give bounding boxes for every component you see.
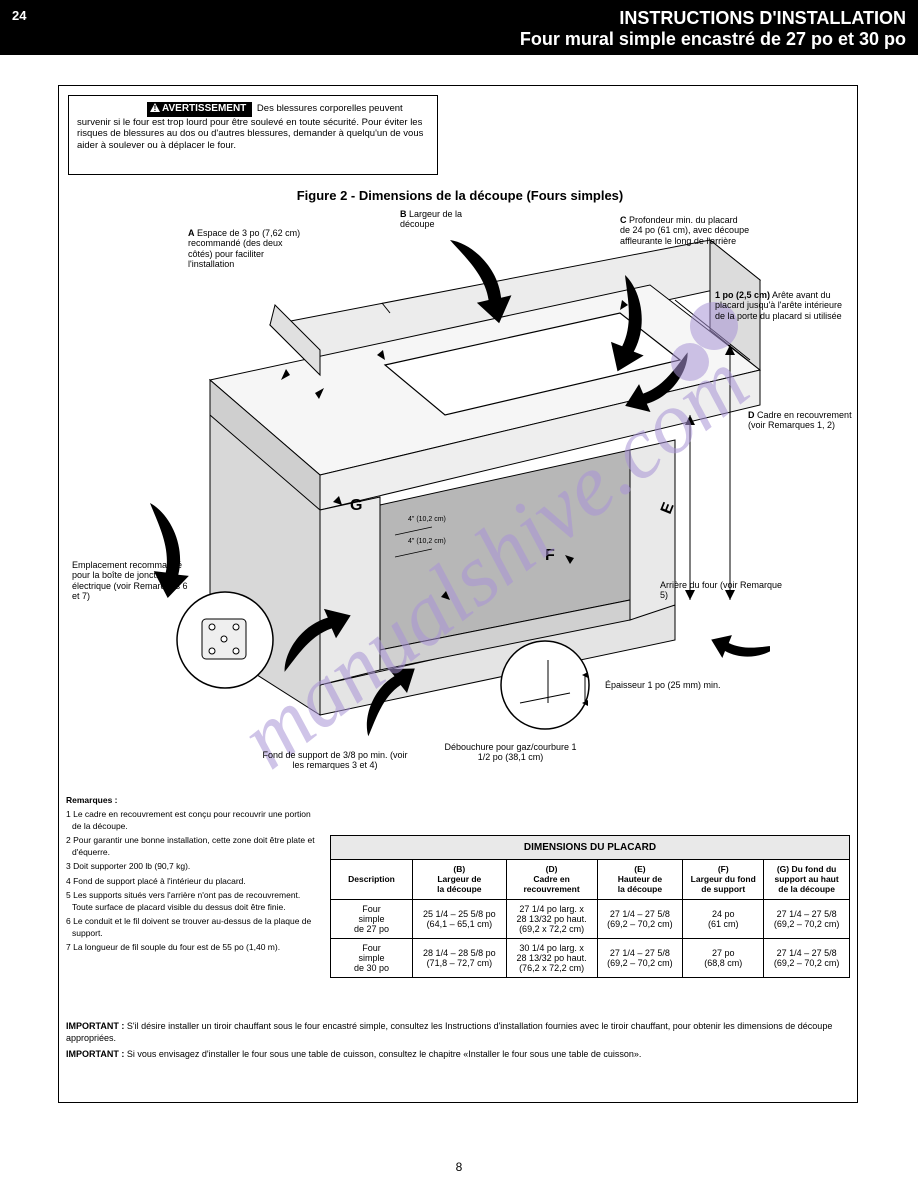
warning-badge-text: AVERTISSEMENT bbox=[162, 103, 246, 114]
callout-four-arriere-text: Arrière du four (voir Remarque 5) bbox=[660, 580, 782, 600]
dim-1po: 1 po (2,5 cm) bbox=[715, 290, 770, 300]
footer-notes: IMPORTANT : S'il désire installer un tir… bbox=[66, 1020, 846, 1064]
col-desc: Description bbox=[331, 860, 413, 900]
callout-support-floor-text: Fond de support de 3/8 po min. (voir les… bbox=[262, 750, 407, 770]
dim-C: C bbox=[620, 215, 627, 225]
callout-gauge: Épaisseur 1 po (25 mm) min. bbox=[605, 680, 735, 690]
callout-gas-knockout: Débouchure pour gaz/courbure 1 1/2 po (3… bbox=[438, 742, 583, 763]
warning-badge: ! AVERTISSEMENT bbox=[147, 102, 252, 117]
svg-text:F: F bbox=[545, 547, 555, 564]
cell: 27 po (68,8 cm) bbox=[683, 938, 764, 977]
dim-D-text: Cadre en recouvrement (voir Remarques 1,… bbox=[748, 410, 852, 430]
callout-elec-box-text: Emplacement recommandé pour la boîte de … bbox=[72, 560, 188, 601]
cell: Four simple de 30 po bbox=[331, 938, 413, 977]
callout-A: A Espace de 3 po (7,62 cm) recommandé (d… bbox=[188, 228, 308, 269]
cutout-diagram-svg: E G F bbox=[150, 205, 770, 740]
warning-box: !AVERTISSEMENT Des blessures corporelles… bbox=[68, 95, 438, 175]
page-label: 24 bbox=[12, 8, 26, 23]
callout-D: D Cadre en recouvrement (voir Remarques … bbox=[748, 410, 853, 431]
cell: 27 1/4 – 27 5/8 (69,2 – 70,2 cm) bbox=[597, 938, 683, 977]
table-row: Four simple de 30 po 28 1/4 – 28 5/8 po … bbox=[331, 938, 850, 977]
dim-A: A bbox=[188, 228, 195, 238]
header-bar: 24 INSTRUCTIONS D'INSTALLATION Four mura… bbox=[0, 0, 918, 55]
warning-triangle-icon: ! bbox=[150, 103, 160, 112]
cell: 27 1/4 – 27 5/8 (69,2 – 70,2 cm) bbox=[597, 899, 683, 938]
diagram: E G F bbox=[150, 205, 770, 740]
dim-C-text: Profondeur min. du placard de 24 po (61 … bbox=[620, 215, 749, 246]
callout-C: C Profondeur min. du placard de 24 po (6… bbox=[620, 215, 750, 246]
callout-4b: 4" (10,2 cm) bbox=[408, 538, 446, 546]
note-3: 3 Doit supporter 200 lb (90,7 kg). bbox=[66, 861, 316, 872]
dim-A-text: Espace de 3 po (7,62 cm) recommandé (des… bbox=[188, 228, 300, 269]
dim-D: D bbox=[748, 410, 755, 420]
dim-B: B bbox=[400, 209, 407, 219]
callout-B: B Largeur de la découpe bbox=[400, 209, 490, 230]
header-title-2: Four mural simple encastré de 27 po et 3… bbox=[520, 29, 906, 49]
col-F: (F) Largeur du fond de support bbox=[683, 860, 764, 900]
cell: 27 1/4 po larg. x 28 13/32 po haut. (69,… bbox=[506, 899, 597, 938]
dim-B-text: Largeur de la découpe bbox=[400, 209, 462, 229]
callout-support-floor: Fond de support de 3/8 po min. (voir les… bbox=[260, 750, 410, 771]
header-title-1: INSTRUCTIONS D'INSTALLATION bbox=[619, 8, 906, 28]
cell: 25 1/4 – 25 5/8 po (64,1 – 65,1 cm) bbox=[413, 899, 507, 938]
callout-elec-box: Emplacement recommandé pour la boîte de … bbox=[72, 560, 197, 601]
callout-1po: 1 po (2,5 cm) Arête avant du placard jus… bbox=[715, 290, 845, 321]
cell: 28 1/4 – 28 5/8 po (71,8 – 72,7 cm) bbox=[413, 938, 507, 977]
table-title: DIMENSIONS DU PLACARD bbox=[331, 836, 850, 860]
col-G: (G) Du fond du support au haut de la déc… bbox=[764, 860, 850, 900]
figure-title: Figure 2 - Dimensions de la découpe (Fou… bbox=[210, 188, 710, 203]
cell: 27 1/4 – 27 5/8 (69,2 – 70,2 cm) bbox=[764, 938, 850, 977]
cell: 27 1/4 – 27 5/8 (69,2 – 70,2 cm) bbox=[764, 899, 850, 938]
footer-line-2: Si vous envisagez d'installer le four so… bbox=[127, 1049, 642, 1059]
cell: Four simple de 27 po bbox=[331, 899, 413, 938]
notes-heading: Remarques : bbox=[66, 795, 316, 806]
footer-line-1: S'il désire installer un tiroir chauffan… bbox=[66, 1021, 832, 1043]
note-1: 1 Le cadre en recouvrement est conçu pou… bbox=[66, 809, 316, 832]
note-5: 5 Les supports situés vers l'arrière n'o… bbox=[66, 890, 316, 913]
note-7: 7 La longueur de fil souple du four est … bbox=[66, 942, 316, 953]
callout-four-arriere: Arrière du four (voir Remarque 5) bbox=[660, 580, 790, 601]
dimensions-table: DIMENSIONS DU PLACARD Description (B) La… bbox=[330, 835, 850, 978]
table-row: Four simple de 27 po 25 1/4 – 25 5/8 po … bbox=[331, 899, 850, 938]
col-B: (B) Largeur de la découpe bbox=[413, 860, 507, 900]
callout-gauge-text: Épaisseur 1 po (25 mm) min. bbox=[605, 680, 721, 690]
page-number: 8 bbox=[0, 1160, 918, 1174]
note-6: 6 Le conduit et le fil doivent se trouve… bbox=[66, 916, 316, 939]
col-D: (D) Cadre en recouvrement bbox=[506, 860, 597, 900]
callout-4a: 4" (10,2 cm) bbox=[408, 516, 446, 524]
notes-block: Remarques : 1 Le cadre en recouvrement e… bbox=[66, 795, 316, 957]
header-title: INSTRUCTIONS D'INSTALLATION Four mural s… bbox=[520, 8, 906, 50]
cell: 24 po (61 cm) bbox=[683, 899, 764, 938]
callout-gas-knockout-text: Débouchure pour gaz/courbure 1 1/2 po (3… bbox=[444, 742, 576, 762]
svg-text:G: G bbox=[350, 497, 362, 514]
note-2: 2 Pour garantir une bonne installation, … bbox=[66, 835, 316, 858]
col-E: (E) Hauteur de la découpe bbox=[597, 860, 683, 900]
note-4: 4 Fond de support placé à l'intérieur du… bbox=[66, 876, 316, 887]
svg-text:!: ! bbox=[154, 104, 157, 112]
cell: 30 1/4 po larg. x 28 13/32 po haut. (76,… bbox=[506, 938, 597, 977]
